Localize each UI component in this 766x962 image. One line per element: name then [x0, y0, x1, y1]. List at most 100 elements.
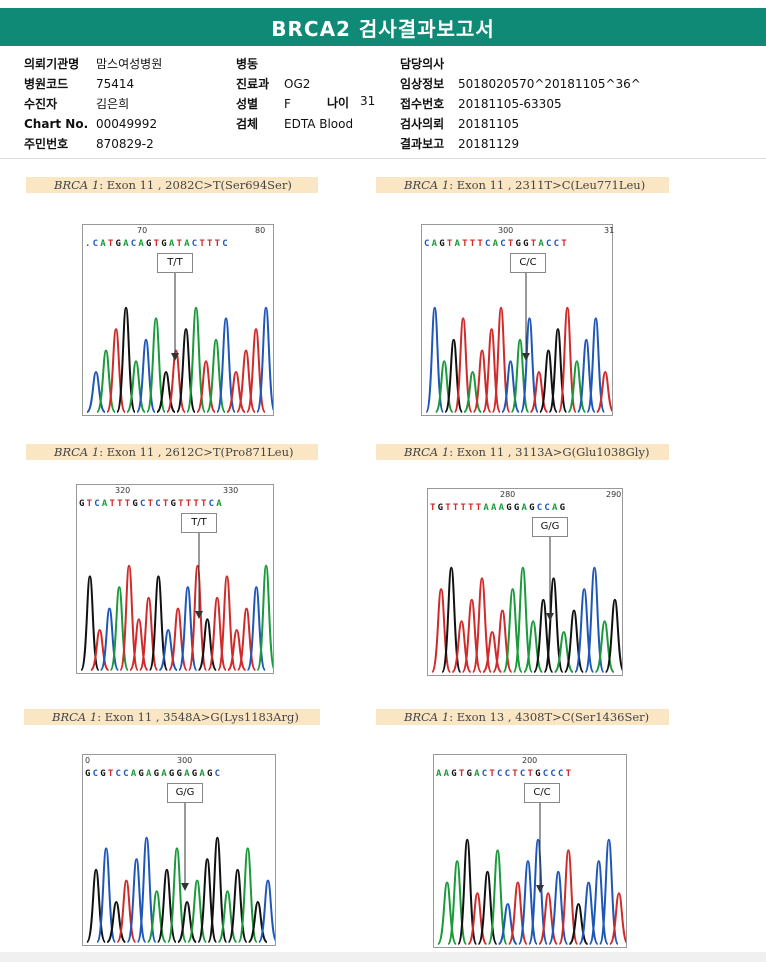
variant-caption: BRCA 1: Exon 11 , 2612C>T(Pro871Leu) — [26, 444, 318, 460]
info-row: 진료과 OG2 — [236, 74, 353, 94]
trace-peak — [119, 564, 139, 671]
gene-name: BRCA 1 — [404, 710, 450, 724]
info-label: 주민번호 — [24, 137, 69, 151]
trace-svg — [430, 537, 622, 673]
base-letter: T — [107, 239, 116, 249]
base-letter: A — [538, 239, 546, 249]
info-row: 접수번호 20181105-63305 — [400, 94, 641, 114]
trace-peak — [491, 306, 511, 413]
trace-peak — [595, 370, 612, 413]
base-letter: T — [193, 499, 201, 509]
base-letter: T — [462, 239, 470, 249]
trace-peak — [453, 317, 473, 413]
base-letter: A — [431, 239, 440, 249]
variant-text: : Exon 13 , 4308T>C(Ser1436Ser) — [449, 710, 650, 724]
genotype-box: C/C — [524, 783, 560, 803]
info-label: 결과보고 — [400, 137, 445, 151]
info-label: 의뢰기관명 — [24, 57, 80, 71]
genotype-box: C/C — [510, 253, 546, 273]
base-letter: A — [216, 499, 224, 509]
info-value: F — [284, 97, 291, 111]
sequence-position: 80 — [255, 226, 266, 235]
info-value: 20181105-63305 — [458, 97, 562, 111]
patient-info-left: 의뢰기관명 맘스여성병원 병원코드 75414 수진자 김은희 Chart No. 00… — [24, 54, 162, 154]
info-row: 의뢰기관명 맘스여성병원 — [24, 54, 162, 74]
base-letter: . — [85, 239, 93, 249]
base-letter: C — [222, 239, 230, 249]
trace-peak — [598, 838, 619, 945]
base-letter: T — [86, 499, 95, 509]
base-letter: A — [184, 769, 192, 779]
info-row: 결과보고 20181129 — [400, 134, 641, 154]
trace-peak — [457, 838, 478, 945]
base-letter: T — [117, 499, 125, 509]
base-letter: C — [544, 503, 552, 513]
info-label: 성별 — [236, 97, 259, 111]
base-letter: G — [100, 769, 108, 779]
info-value: 75414 — [96, 77, 135, 91]
info-label: 병동 — [236, 57, 259, 71]
sequence-position: 300 — [498, 226, 514, 235]
base-letter: T — [565, 769, 574, 779]
base-letter: T — [460, 503, 469, 513]
base-letter: A — [199, 769, 207, 779]
base-letter: G — [85, 769, 93, 779]
patient-info-right: 담당의사 임상정보 5018020570^20181105^36^ 접수번호 201… — [400, 54, 641, 154]
trace-peak — [256, 564, 273, 671]
trace-peak — [584, 566, 605, 673]
trace-svg — [86, 273, 273, 413]
base-letter: A — [483, 503, 491, 513]
info-value: 00049992 — [96, 117, 158, 131]
base-letter: A — [474, 769, 482, 779]
trace-peak — [608, 892, 626, 945]
base-letter: G — [168, 769, 177, 779]
base-letter: A — [521, 503, 530, 513]
info-value: 맘스여성병원 — [96, 57, 163, 71]
base-letter: A — [146, 769, 154, 779]
base-letter: T — [207, 239, 215, 249]
base-letter: C — [550, 769, 558, 779]
pointer-arrow-head — [546, 613, 554, 621]
base-letter: T — [512, 769, 520, 779]
base-letter: T — [176, 239, 185, 249]
base-letter: A — [491, 503, 499, 513]
base-letter: A — [498, 503, 507, 513]
info-row: 담당의사 — [400, 54, 641, 74]
genotype-box: G/G — [532, 517, 568, 537]
pointer-arrow-head — [522, 353, 530, 361]
gene-name: BRCA 1 — [404, 445, 450, 459]
base-letter: A — [443, 769, 452, 779]
base-letter: G — [559, 503, 568, 513]
variant-caption: BRCA 1: Exon 11 , 2311T>C(Leu771Leu) — [376, 177, 669, 193]
genotype-box: G/G — [167, 783, 203, 803]
info-value: OG2 — [284, 77, 311, 91]
base-letter: T — [452, 503, 461, 513]
base-letter: T — [446, 239, 455, 249]
pointer-arrow-head — [181, 883, 189, 891]
variant-caption: BRCA 1: Exon 11 , 3113A>G(Glu1038Gly) — [376, 444, 669, 460]
base-letter: C — [500, 239, 508, 249]
sequence-position: 300 — [177, 756, 193, 765]
sequence-position: 70 — [137, 226, 148, 235]
trace-peak — [471, 577, 493, 673]
base-letter: G — [506, 503, 514, 513]
info-row: 성별 F — [236, 94, 353, 114]
chromatogram: 70 80 .CATGACAGTGATACTTTC T/T — [82, 224, 274, 416]
trace-peak — [586, 317, 606, 413]
info-label: 임상정보 — [400, 77, 445, 91]
trace-peak — [207, 836, 228, 943]
base-letter: G — [523, 239, 531, 249]
base-letter: T — [477, 239, 485, 249]
base-letter: G — [170, 499, 179, 509]
sequence-position: 280 — [500, 490, 516, 499]
base-letter: G — [176, 769, 185, 779]
base-letter: T — [469, 239, 478, 249]
variant-text: : Exon 11 , 2612C>T(Pro871Leu) — [99, 445, 294, 459]
info-row: 병동 — [236, 54, 353, 74]
base-sequence: TGTTTTTAAAGGAGCCAG — [430, 503, 567, 513]
base-letter: A — [100, 239, 108, 249]
base-letter: C — [542, 769, 551, 779]
base-letter: C — [130, 239, 139, 249]
pointer-arrow-head — [195, 611, 203, 619]
base-letter: T — [199, 239, 207, 249]
